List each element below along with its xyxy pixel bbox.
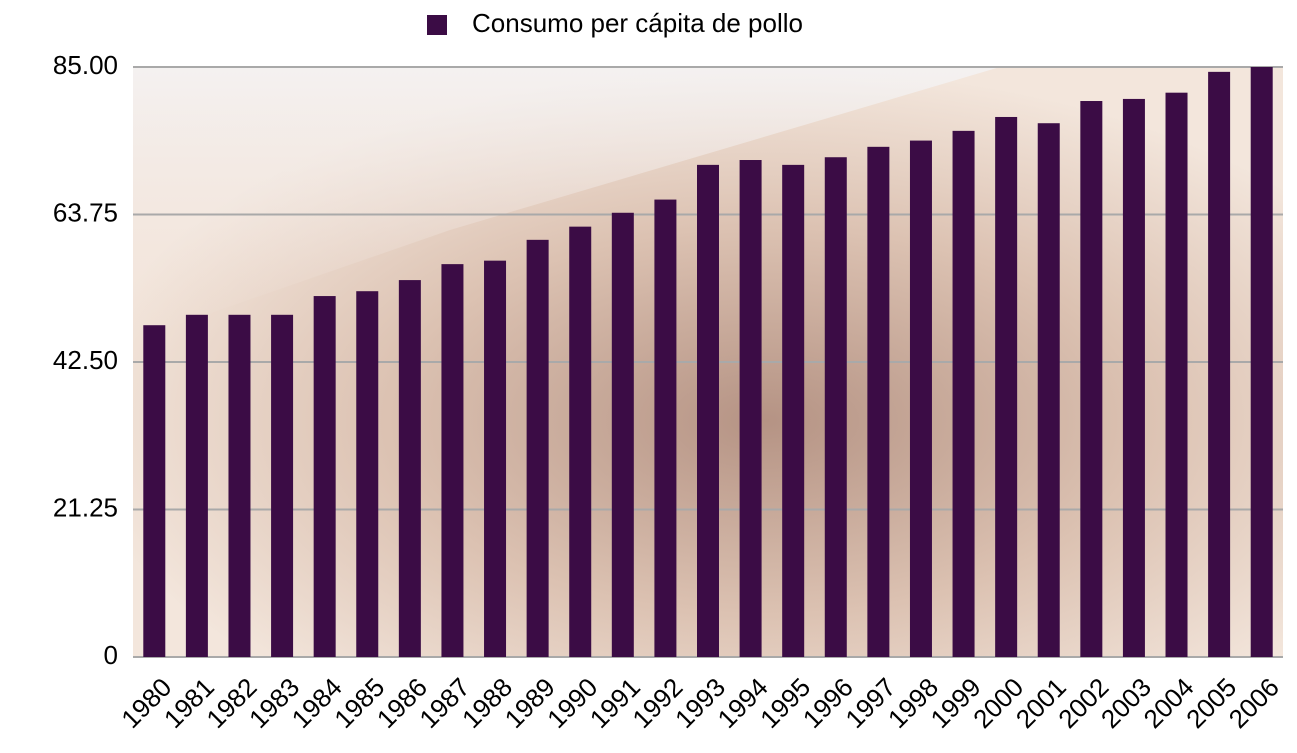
bar <box>611 212 634 657</box>
bar <box>1037 123 1060 658</box>
bar <box>569 226 592 657</box>
bar <box>1208 71 1231 657</box>
bar <box>1165 92 1188 657</box>
bar <box>526 239 549 657</box>
bar <box>782 164 805 657</box>
bar <box>697 164 719 657</box>
bar <box>824 157 847 657</box>
legend-swatch <box>427 15 447 35</box>
bar <box>398 280 421 657</box>
y-tick-label: 21.25 <box>53 492 118 522</box>
bar <box>143 325 166 657</box>
bar <box>995 116 1018 658</box>
y-tick-label: 85.00 <box>53 50 118 80</box>
bar <box>1122 98 1145 657</box>
y-tick-label: 42.50 <box>53 345 118 375</box>
bar <box>952 130 975 657</box>
bar <box>484 260 507 657</box>
y-tick-label: 63.75 <box>53 197 118 227</box>
bar <box>1250 67 1273 657</box>
y-tick-label: 0 <box>104 640 118 670</box>
background-highlight <box>133 67 1000 340</box>
bar <box>909 140 932 657</box>
bar <box>739 160 762 657</box>
bar <box>313 296 336 657</box>
bar <box>356 291 379 657</box>
bar <box>867 146 890 657</box>
x-tick-label: 2006 <box>1223 672 1285 734</box>
bar <box>441 264 464 657</box>
bar <box>271 314 294 657</box>
bar <box>185 314 208 657</box>
bar <box>228 314 251 657</box>
legend-label: Consumo per cápita de pollo <box>472 8 803 38</box>
bar <box>654 199 677 657</box>
bar <box>1080 101 1103 657</box>
